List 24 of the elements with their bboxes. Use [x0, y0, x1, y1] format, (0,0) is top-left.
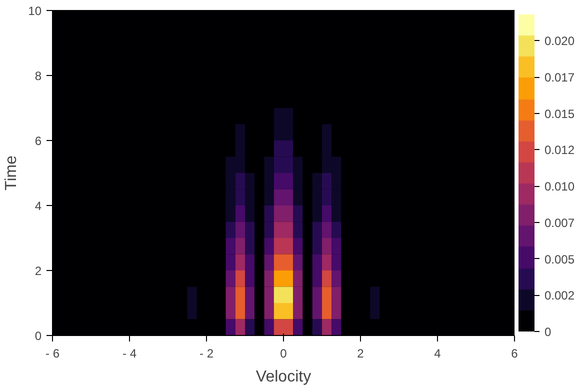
color-bar-label: 0.010	[544, 180, 575, 194]
color-bar-label: 0.017	[544, 70, 575, 85]
color-bar-label: 0.015	[544, 106, 575, 121]
y-tick-label: 4	[34, 199, 42, 213]
color-bar-label: 0.012	[544, 143, 575, 158]
y-tick-label: 2	[34, 264, 42, 278]
x-tick-label: - 4	[122, 346, 137, 360]
y-tick-label: 10	[28, 4, 42, 18]
x-tick-label: 6	[511, 346, 518, 360]
x-tick-label: - 6	[46, 346, 60, 360]
x-axis-title: Velocity	[256, 368, 312, 386]
y-axis-title: Time	[3, 155, 20, 190]
color-bar-label: 0.005	[544, 252, 575, 266]
y-tick-label: 6	[34, 134, 42, 148]
x-tick-label: 0	[280, 346, 288, 360]
color-bar-label: 0.007	[544, 216, 575, 230]
y-tick-label: 0	[34, 329, 42, 343]
color-bar-label: 0.002	[544, 288, 575, 303]
y-tick-label: 8	[34, 69, 42, 83]
color-bar-label: 0	[544, 325, 552, 339]
x-tick-label: 4	[434, 346, 442, 360]
x-tick-label: - 2	[200, 346, 214, 360]
color-bar-label: 0.020	[544, 34, 575, 48]
x-tick-label: 2	[357, 346, 364, 360]
